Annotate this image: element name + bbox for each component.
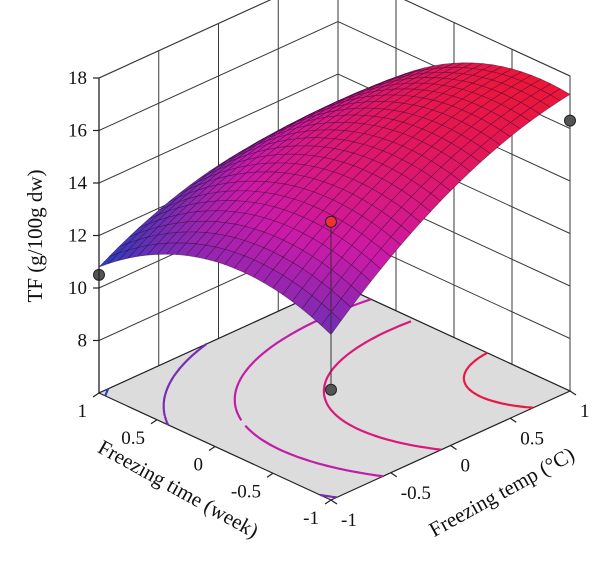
axes [92, 77, 577, 505]
design-point [325, 215, 337, 228]
time-tick-label: 0.5 [121, 428, 145, 449]
x-axis-title: Freezing temp (°C) [425, 442, 579, 542]
design-point [564, 114, 576, 127]
time-tick [150, 419, 158, 425]
time-tick [92, 392, 100, 398]
temp-tick [509, 417, 517, 423]
temp-tick-label: 0.5 [520, 428, 544, 449]
temp-tick-label: 1 [580, 401, 590, 422]
temp-tick-label: -0.5 [401, 483, 431, 504]
contour-line [322, 320, 442, 451]
temp-tick-label: -1 [341, 510, 357, 531]
z-tick-label: 12 [68, 226, 87, 247]
z-tick-label: 18 [68, 68, 87, 89]
contour-line [462, 351, 534, 409]
response-surface [98, 62, 571, 336]
temp-tick [330, 499, 338, 505]
z-axis-title: TF (g/100g dw) [23, 170, 47, 303]
temp-tick [390, 472, 398, 478]
z-tick-label: 10 [68, 278, 87, 299]
z-tick-label: 16 [68, 121, 87, 142]
z-tick-label: 8 [78, 331, 88, 352]
time-tick-label: -0.5 [231, 481, 261, 502]
temp-tick [450, 445, 457, 450]
time-tick [266, 472, 274, 478]
temp-tick [569, 390, 577, 396]
contour-line [104, 388, 110, 397]
wall-grid-line [98, 0, 571, 79]
contour-lines [104, 298, 534, 499]
time-tick-label: -1 [303, 508, 319, 529]
tick-labels: 8 10 12 14 16 18 1 0.5 0 -0.5 -1 -1 -0.5 0 0.5 1 [68, 68, 590, 531]
temp-tick-label: 0 [461, 456, 471, 477]
z-tick-label: 14 [68, 173, 88, 194]
time-tick-label: 1 [78, 401, 88, 422]
contour-line [162, 343, 337, 499]
design-point [325, 383, 337, 396]
time-tick [208, 446, 216, 451]
time-tick [324, 499, 332, 505]
time-tick-label: 0 [194, 455, 204, 476]
